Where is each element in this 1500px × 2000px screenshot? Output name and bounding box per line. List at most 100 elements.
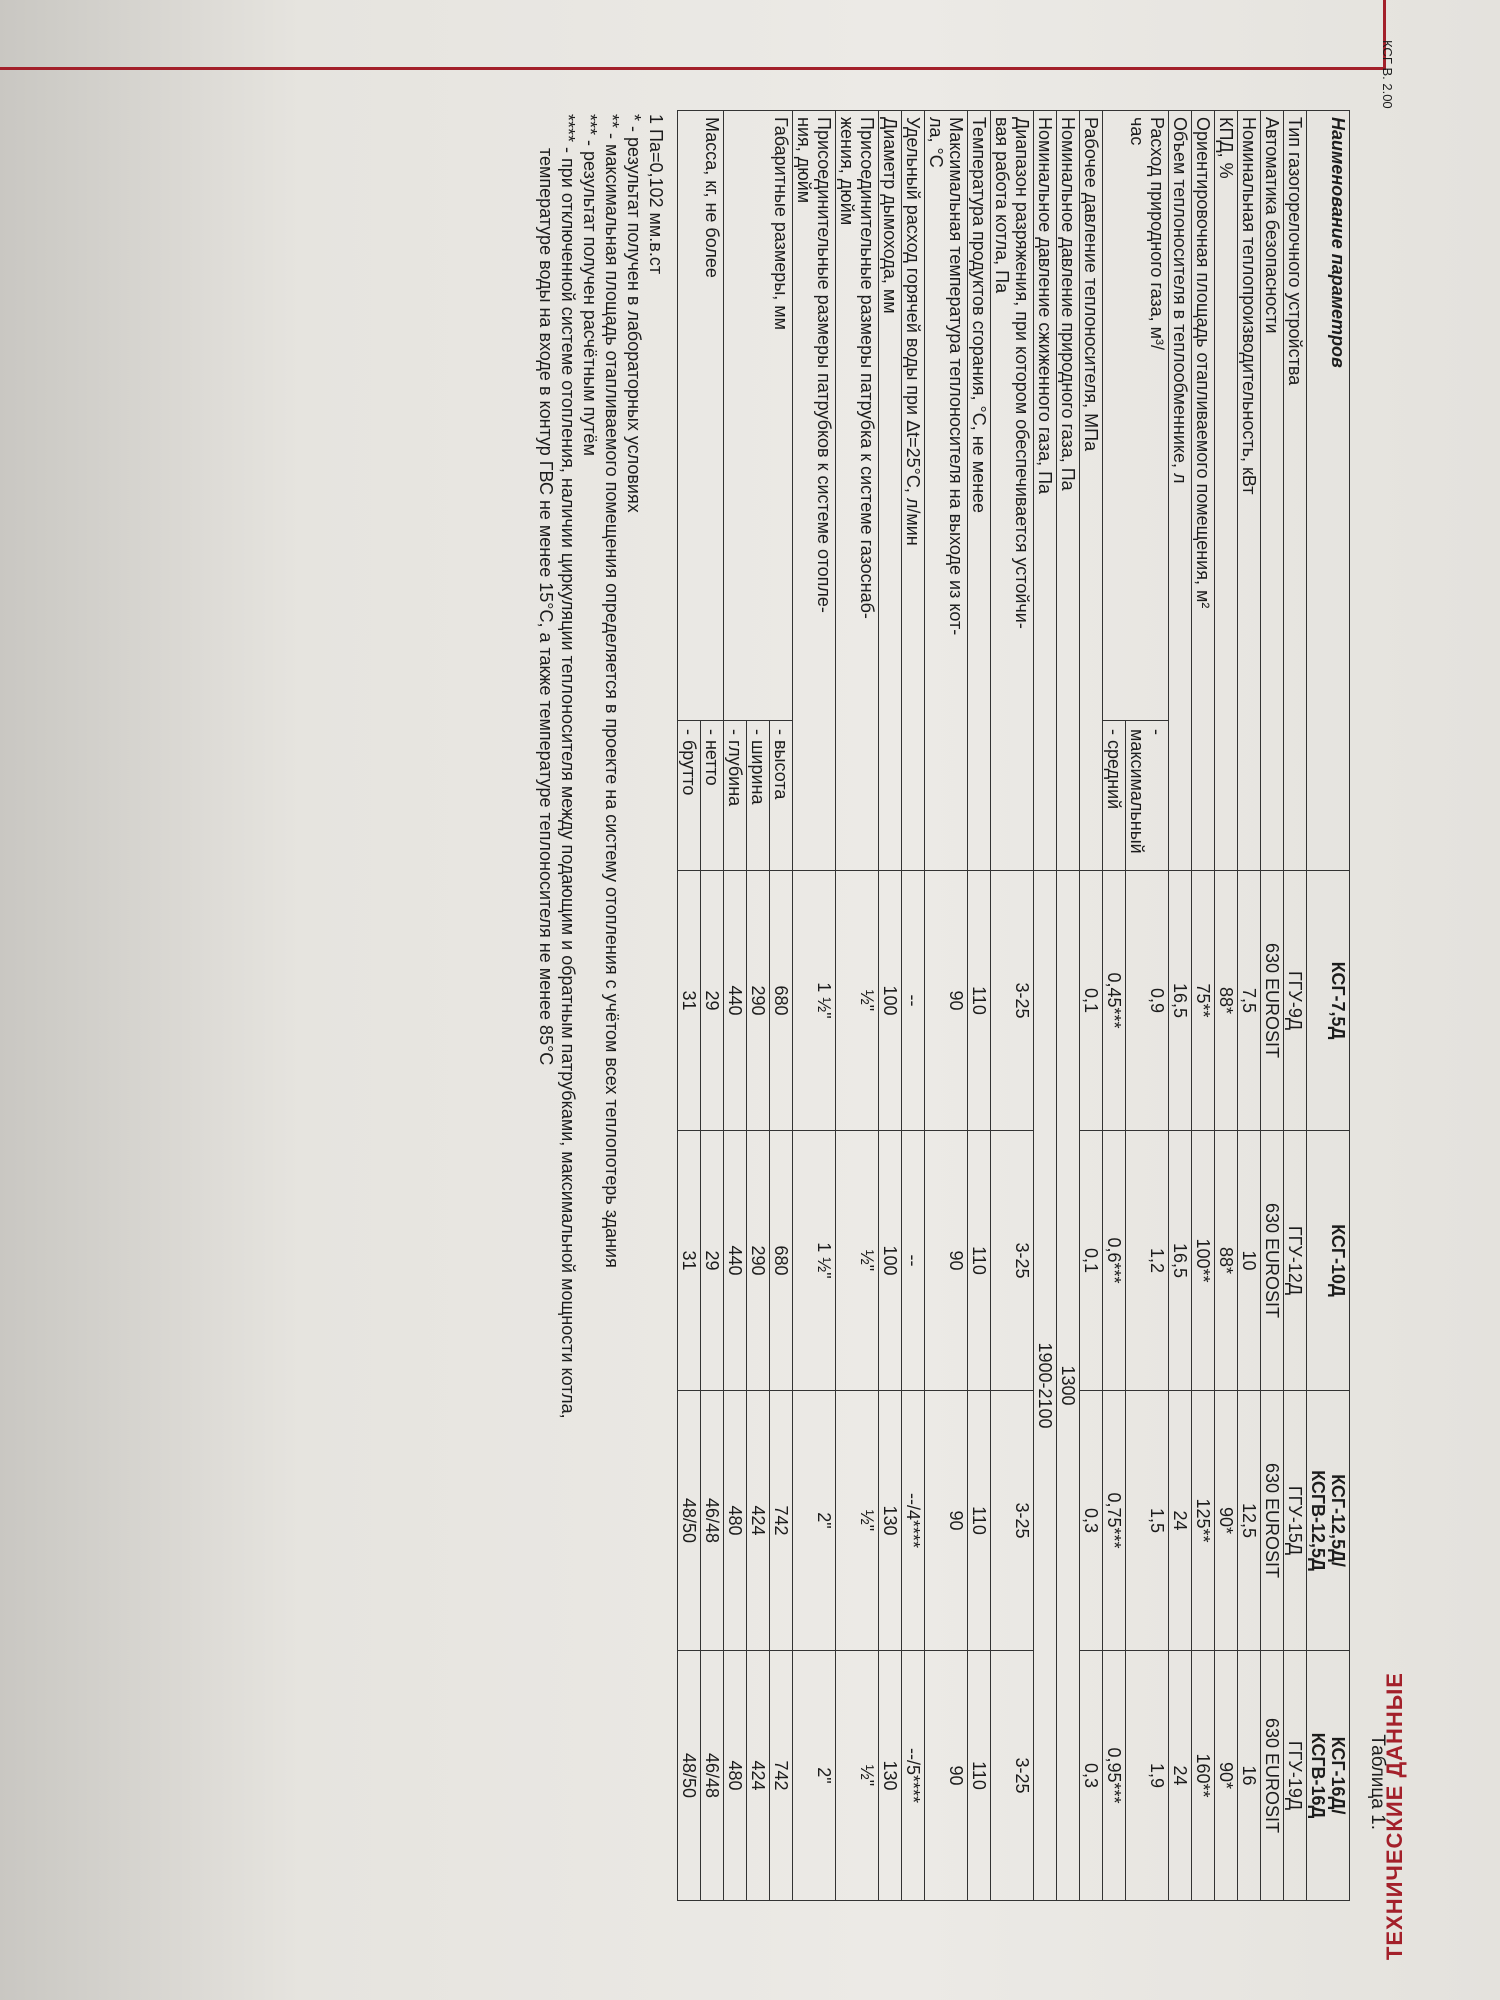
cell: 24 — [1168, 1390, 1192, 1651]
table-row: Ориентировочная площадь отапливаемого по… — [1191, 110, 1215, 1901]
decorative-red-rule-horizontal — [0, 67, 1386, 70]
cell: 440 — [723, 870, 747, 1131]
cell: -- — [901, 870, 925, 1131]
table-row: Тип газогорелочного устройства ГГУ-9Д ГГ… — [1283, 110, 1307, 1901]
footnote: **** - при отключенной системе отопления… — [558, 114, 578, 1419]
cell: 630 EUROSIT — [1260, 1390, 1284, 1651]
table-row: Номинальное давление сжиженного газа, Па… — [1033, 110, 1057, 1901]
cell: 290 — [746, 1130, 770, 1391]
cell: 630 EUROSIT — [1260, 1650, 1284, 1901]
cell: 110 — [967, 1390, 991, 1651]
cell: 31 — [677, 870, 701, 1131]
cell: ГГУ-15Д — [1283, 1390, 1307, 1651]
row-label: Расход природного газа, м³/час — [1102, 110, 1169, 721]
row-label: Максимальная температура теплоносителя н… — [924, 110, 968, 871]
cell: 2" — [792, 1650, 836, 1901]
cell: 130 — [878, 1390, 902, 1651]
table-header-row: Наименование параметров КСГ-7,5Д КСГ-10Д… — [1306, 110, 1350, 1901]
cell: --/5**** — [901, 1650, 925, 1901]
cell: 3-25 — [990, 1130, 1034, 1391]
cell: 1900-2100 — [1033, 870, 1057, 1901]
cell: 480 — [723, 1390, 747, 1651]
cell: 2" — [792, 1390, 836, 1651]
table-row: Максимальная температура теплоносителя н… — [924, 110, 968, 1901]
footnote: ** - максимальная площадь отапливаемого … — [602, 114, 622, 1268]
table-row: Номинальное давление природного газа, Па… — [1056, 110, 1080, 1901]
row-sublabel: - средний — [1102, 720, 1126, 871]
cell: 16,5 — [1168, 1130, 1192, 1391]
row-label: КПД, % — [1214, 110, 1238, 871]
cell: 630 EUROSIT — [1260, 1130, 1284, 1391]
row-label: Автоматика безопасности — [1260, 110, 1284, 871]
cell: 90 — [924, 1130, 968, 1391]
decorative-red-rule — [1383, 0, 1386, 70]
cell: ГГУ-12Д — [1283, 1130, 1307, 1391]
cell: 0,3 — [1079, 1650, 1103, 1901]
footnote-continuation: температуре воды на входе в контур ГВС н… — [536, 148, 556, 1066]
cell: 1,9 — [1125, 1650, 1169, 1901]
cell: 424 — [746, 1650, 770, 1901]
rotated-content: Таблица 1. ТЕХНИЧЕСКИЕ ДАННЫЕ Наименован… — [370, 110, 1407, 1960]
heading-row: Таблица 1. ТЕХНИЧЕСКИЕ ДАННЫЕ — [1350, 110, 1407, 1960]
table-row: Диапазон разряжения, при котором обеспеч… — [990, 110, 1034, 1901]
cell: 48/50 — [677, 1650, 701, 1901]
cell: 480 — [723, 1650, 747, 1901]
cell: 110 — [967, 1650, 991, 1901]
cell: ½" — [835, 1130, 879, 1391]
cell: 29 — [700, 1130, 724, 1391]
row-label: Номинальное давление природного газа, Па — [1056, 110, 1080, 871]
cell: 16 — [1237, 1650, 1261, 1901]
cell: 680 — [769, 1130, 793, 1391]
cell: 90 — [924, 870, 968, 1131]
table-row: Температура продуктов сгорания, °С, не м… — [967, 110, 991, 1901]
cell: 440 — [723, 1130, 747, 1391]
cell: 1300 — [1056, 870, 1080, 1901]
cell: ½" — [835, 1650, 879, 1901]
cell: 3-25 — [990, 1390, 1034, 1651]
header-model-1: КСГ-7,5Д — [1306, 870, 1350, 1131]
cell: ГГУ-19Д — [1283, 1650, 1307, 1901]
cell: 0,45*** — [1102, 870, 1126, 1131]
cell: 0,6*** — [1102, 1130, 1126, 1391]
cell: 88* — [1214, 1130, 1238, 1391]
cell: 31 — [677, 1130, 701, 1391]
table-row: Автоматика безопасности 630 EUROSIT 630 … — [1260, 110, 1284, 1901]
cell: 29 — [700, 870, 724, 1131]
cell: 90* — [1214, 1650, 1238, 1901]
table-row: Объем теплоносителя в теплообменнике, л … — [1168, 110, 1192, 1901]
cell: 110 — [967, 1130, 991, 1391]
row-label: Рабочее давление теплоносителя, МПа — [1079, 110, 1103, 871]
row-label: Масса, кг, не более — [677, 110, 724, 721]
row-label: Присоединительные размеры патрубка к сис… — [835, 110, 879, 871]
table-row: Масса, кг, не более - нетто 29 29 46/48 … — [677, 110, 724, 1901]
cell: 46/48 — [700, 1650, 724, 1901]
cell: 3-25 — [990, 1650, 1034, 1901]
row-label: Номинальное давление сжиженного газа, Па — [1033, 110, 1057, 871]
row-label: Удельный расход горячей воды при Δt=25°С… — [901, 110, 925, 871]
cell: 125** — [1191, 1390, 1215, 1651]
cell: 48/50 — [677, 1390, 701, 1651]
table-row: Габаритные размеры, мм - высота 680 680 … — [723, 110, 793, 1901]
cell: 90 — [924, 1390, 968, 1651]
cell: 1 ½" — [792, 1130, 836, 1391]
cell: 130 — [878, 1650, 902, 1901]
section-title: ТЕХНИЧЕСКИЕ ДАННЫЕ — [1382, 1671, 1407, 1960]
cell: ½" — [835, 1390, 879, 1651]
cell: 90 — [924, 1650, 968, 1901]
footnote: *** - результат получен расчётным путём — [580, 114, 600, 456]
cell: --/4**** — [901, 1390, 925, 1651]
cell: 3-25 — [990, 870, 1034, 1131]
cell: 1,2 — [1125, 1130, 1169, 1391]
cell: 0,75*** — [1102, 1390, 1126, 1651]
cell: 88* — [1214, 870, 1238, 1131]
cell: 424 — [746, 1390, 770, 1651]
row-label: Диапазон разряжения, при котором обеспеч… — [990, 110, 1034, 871]
row-label: Номинальная теплопроизводительность, кВт — [1237, 110, 1261, 871]
row-sublabel: - нетто — [700, 720, 724, 871]
cell: 0,1 — [1079, 1130, 1103, 1391]
table-row: Номинальная теплопроизводительность, кВт… — [1237, 110, 1261, 1901]
row-label: Присоединительные размеры патрубков к си… — [792, 110, 836, 871]
footnote: 1 Па=0,102 мм.в.ст — [646, 114, 666, 275]
row-label: Тип газогорелочного устройства — [1283, 110, 1307, 871]
table-row: КПД, % 88* 88* 90* 90* — [1214, 110, 1238, 1901]
